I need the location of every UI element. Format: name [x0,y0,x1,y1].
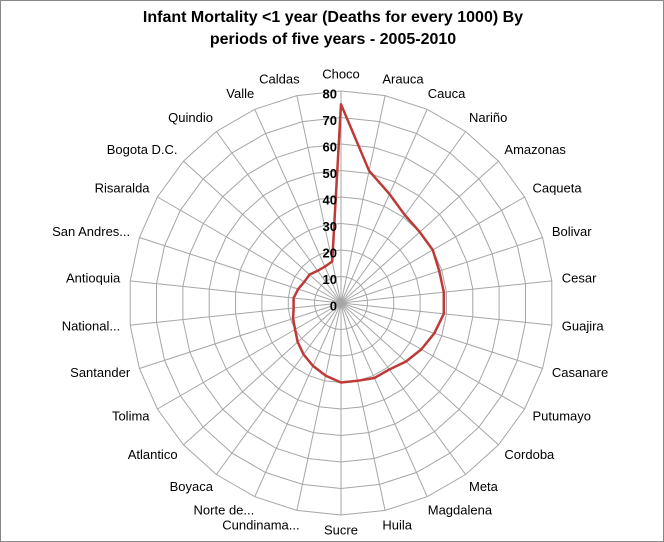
y-tick-label: 0 [330,298,337,313]
category-label: San Andres... [52,224,130,239]
spoke [130,302,342,326]
category-label: Meta [469,479,499,494]
y-tick-label: 60 [323,139,337,154]
chart-title: Infant Mortality <1 year (Deaths for eve… [142,9,524,48]
category-label: Tolima [112,408,150,423]
spoke [215,131,342,304]
spoke [340,237,543,304]
category-label: Cundinama... [222,517,299,532]
category-label: Quindio [168,110,213,125]
y-tick-label: 30 [323,219,337,234]
category-label: Antioquia [66,271,121,286]
spoke [340,109,428,304]
spoke [296,302,342,511]
spoke [340,302,552,326]
spoke [340,302,499,446]
category-label: Guajira [562,318,605,333]
spoke [340,302,467,475]
spoke [139,237,342,304]
category-label: Atlantico [128,447,178,462]
y-tick-label: 50 [323,166,337,181]
category-label: Cauca [428,86,466,101]
spoke [340,302,386,511]
spoke [254,302,342,497]
y-tick-label: 80 [323,86,337,101]
category-label: Caldas [259,71,300,86]
category-label: Norte de... [194,503,255,518]
spoke [296,95,342,304]
spoke [157,196,342,304]
spoke [183,302,342,446]
y-tick-label: 70 [323,113,337,128]
spoke [340,131,467,304]
spoke [130,280,342,304]
category-label: Bolivar [552,224,592,239]
data-line [291,103,446,384]
category-label: Caqueta [532,180,582,195]
spoke [340,302,428,497]
category-label: Santander [70,365,131,380]
category-label: Boyaca [170,479,214,494]
category-label: Cesar [562,271,597,286]
spoke [183,160,342,304]
y-tick-label: 40 [323,192,337,207]
spoke [254,109,342,304]
category-label: Magdalena [428,503,493,518]
category-label: Sucre [324,522,358,537]
spoke [139,302,342,369]
spoke [215,302,342,475]
category-label: Nariño [469,110,507,125]
category-label: Putumayo [532,408,591,423]
category-label: Amazonas [504,142,566,157]
spoke [340,95,386,304]
spoke [340,302,525,410]
spoke [340,302,543,369]
category-label: Cordoba [504,447,555,462]
spoke [157,302,342,410]
category-label: Casanare [552,365,608,380]
category-label: Bogota D.C. [107,142,178,157]
category-label: Choco [322,66,360,81]
category-label: Risaralda [95,180,151,195]
category-label: Valle [226,86,254,101]
category-label: Arauca [382,71,424,86]
spoke [340,280,552,304]
category-label: National... [62,318,121,333]
y-tick-label: 20 [323,245,337,260]
y-tick-label: 10 [323,272,337,287]
category-label: Huila [382,517,412,532]
